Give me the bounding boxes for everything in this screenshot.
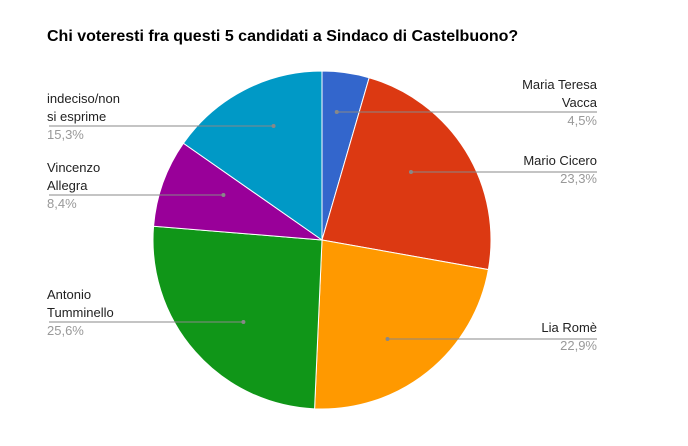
slice-label-maria-teresa-vacca: Maria Teresa xyxy=(522,77,598,92)
leader-dot-vincenzo-allegra xyxy=(221,193,226,197)
slice-percent-antonio-tumminello: 25,6% xyxy=(47,323,84,338)
slice-label-indeciso-non-si-esprime: si esprime xyxy=(47,109,106,124)
pie-slice-mario-cicero xyxy=(321,77,492,271)
slice-label-vincenzo-allegra: Allegra xyxy=(47,178,88,193)
slice-percent-indeciso-non-si-esprime: 15,3% xyxy=(47,127,84,142)
slice-percent-mario-cicero: 23,3% xyxy=(560,171,597,186)
leader-dot-mario-cicero xyxy=(408,170,413,174)
slice-label-maria-teresa-vacca: Vacca xyxy=(562,95,598,110)
slice-label-mario-cicero: Mario Cicero xyxy=(523,153,597,168)
chart-title: Chi voteresti fra questi 5 candidati a S… xyxy=(47,28,519,45)
leader-dot-maria-teresa-vacca xyxy=(334,110,339,114)
pie-slice-lia-rome xyxy=(314,239,489,410)
pie-slice-vincenzo-allegra xyxy=(153,142,324,241)
pie-slice-antonio-tumminello xyxy=(152,225,323,410)
slice-percent-vincenzo-allegra: 8,4% xyxy=(47,196,77,211)
slice-percent-lia-rome: 22,9% xyxy=(560,338,597,353)
slice-label-indeciso-non-si-esprime: indeciso/non xyxy=(47,91,120,106)
leader-dot-lia-rome xyxy=(385,337,390,341)
pie-slice-indeciso-non-si-esprime xyxy=(182,70,323,241)
leader-dot-antonio-tumminello xyxy=(241,320,246,324)
slice-label-lia-rome: Lia Romè xyxy=(541,320,597,335)
slice-label-antonio-tumminello: Antonio xyxy=(47,287,91,302)
leader-dot-indeciso-non-si-esprime xyxy=(271,124,276,128)
slice-label-antonio-tumminello: Tumminello xyxy=(47,305,114,320)
slice-label-vincenzo-allegra: Vincenzo xyxy=(47,160,100,175)
slice-percent-maria-teresa-vacca: 4,5% xyxy=(567,113,597,128)
